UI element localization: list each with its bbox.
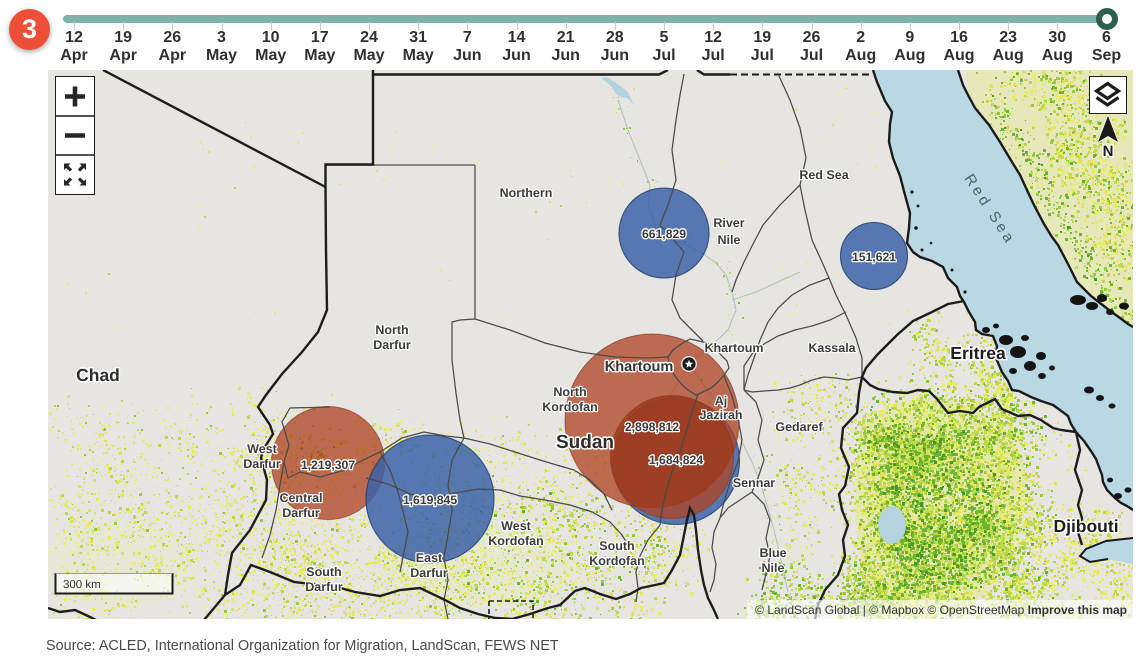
svg-text:Kordofan: Kordofan <box>542 400 598 414</box>
svg-text:North: North <box>375 323 408 337</box>
svg-text:Nile: Nile <box>762 561 785 575</box>
svg-text:River: River <box>713 216 744 230</box>
svg-text:North: North <box>553 385 586 399</box>
svg-text:Darfur: Darfur <box>243 457 281 471</box>
svg-text:South: South <box>306 565 341 579</box>
svg-text:1,684,824: 1,684,824 <box>649 453 703 467</box>
svg-text:Red Sea: Red Sea <box>799 168 849 182</box>
svg-text:Chad: Chad <box>76 365 120 385</box>
svg-text:West: West <box>501 519 531 533</box>
svg-text:1,219,307: 1,219,307 <box>301 458 355 472</box>
svg-text:Khartoum: Khartoum <box>704 341 763 355</box>
svg-text:Darfur: Darfur <box>373 338 411 352</box>
svg-text:West: West <box>247 442 277 456</box>
svg-text:Kassala: Kassala <box>808 341 856 355</box>
svg-text:Aj: Aj <box>715 394 728 408</box>
svg-text:Central: Central <box>279 491 322 505</box>
svg-text:Darfur: Darfur <box>282 506 320 520</box>
svg-text:Khartoum: Khartoum <box>605 359 673 375</box>
svg-text:Blue: Blue <box>759 546 786 560</box>
svg-text:Sennar: Sennar <box>733 476 776 490</box>
svg-text:661,829: 661,829 <box>642 227 686 241</box>
svg-text:N: N <box>1103 143 1114 158</box>
svg-text:Darfur: Darfur <box>305 580 343 594</box>
svg-text:Gedaref: Gedaref <box>775 420 823 434</box>
svg-text:East: East <box>416 551 443 565</box>
svg-text:Darfur: Darfur <box>410 566 448 580</box>
svg-text:Eritrea: Eritrea <box>950 343 1006 363</box>
svg-text:Nile: Nile <box>718 233 741 247</box>
svg-text:Northern: Northern <box>500 186 553 200</box>
svg-text:Djibouti: Djibouti <box>1053 516 1118 536</box>
svg-text:151,621: 151,621 <box>852 250 896 264</box>
svg-text:Sudan: Sudan <box>556 432 614 453</box>
svg-text:1,619,845: 1,619,845 <box>403 493 457 507</box>
svg-text:2,898,812: 2,898,812 <box>625 420 679 434</box>
svg-text:Kordofan: Kordofan <box>589 554 645 568</box>
svg-text:South: South <box>599 539 634 553</box>
svg-text:Kordofan: Kordofan <box>488 534 544 548</box>
svg-text:Jazirah: Jazirah <box>699 408 742 422</box>
svg-text:300 km: 300 km <box>63 579 101 591</box>
